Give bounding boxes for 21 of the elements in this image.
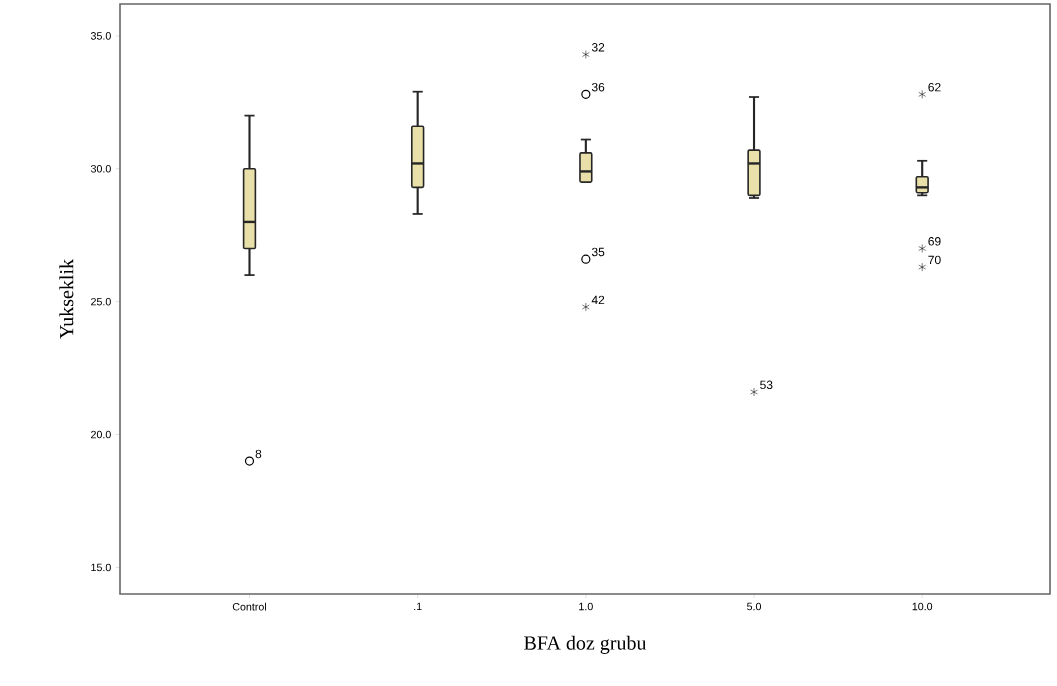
annotation: 8 [255,449,262,459]
annotation: 42 [591,295,605,305]
x-tick-label: .1 [414,602,422,611]
annotation: 36 [591,82,605,92]
annotation: 70 [928,255,941,265]
annotation: 53 [760,380,773,390]
annotation: 35 [591,247,605,257]
annotation: 32 [591,43,605,52]
y-tick-label: 15.0 [91,563,111,572]
annotation: 69 [928,237,941,246]
x-tick-label: 1.0 [579,602,593,611]
x-tick-label: 5.0 [747,602,762,611]
y-tick-label: 20.0 [91,430,111,439]
x-tick-label: Control [232,602,266,611]
y-tick-label: 25.0 [91,297,111,306]
x-axis-title: BFA doz grubu [524,635,647,654]
annotation: 62 [928,82,941,92]
x-tick-label: 10.0 [912,602,933,611]
y-axis-title: Yukseklik [59,258,74,339]
y-tick-label: 35.0 [90,32,111,40]
y-tick-label: 30.0 [90,165,111,173]
